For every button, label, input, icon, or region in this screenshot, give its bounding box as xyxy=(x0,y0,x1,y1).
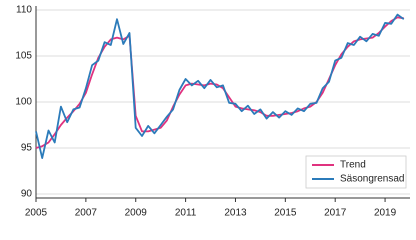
x-tick-label: 2019 xyxy=(374,208,397,219)
x-tick-label: 2009 xyxy=(125,208,148,219)
x-tick-label: 2013 xyxy=(224,208,247,219)
series-line xyxy=(35,16,404,149)
legend-label: Säsongrensad xyxy=(340,174,405,185)
x-tick-label: 2015 xyxy=(274,208,297,219)
y-tick-label: 105 xyxy=(15,51,32,62)
series-line xyxy=(35,13,405,159)
legend-box xyxy=(305,155,407,189)
legend-label: Trend xyxy=(340,160,366,171)
x-tick-label: 2007 xyxy=(75,208,98,219)
x-tick-label: 2005 xyxy=(25,208,48,219)
y-tick-label: 100 xyxy=(15,97,32,108)
x-tick-label: 2017 xyxy=(324,208,347,219)
chart: 90 95 100 105 110 2005 2007 2009 2011 2013 2015 201… xyxy=(15,5,410,219)
x-tick-label: 2011 xyxy=(175,208,197,219)
y-tick-label: 110 xyxy=(16,5,32,16)
y-tick-label: 95 xyxy=(21,143,33,154)
y-tick-label: 90 xyxy=(21,189,33,200)
